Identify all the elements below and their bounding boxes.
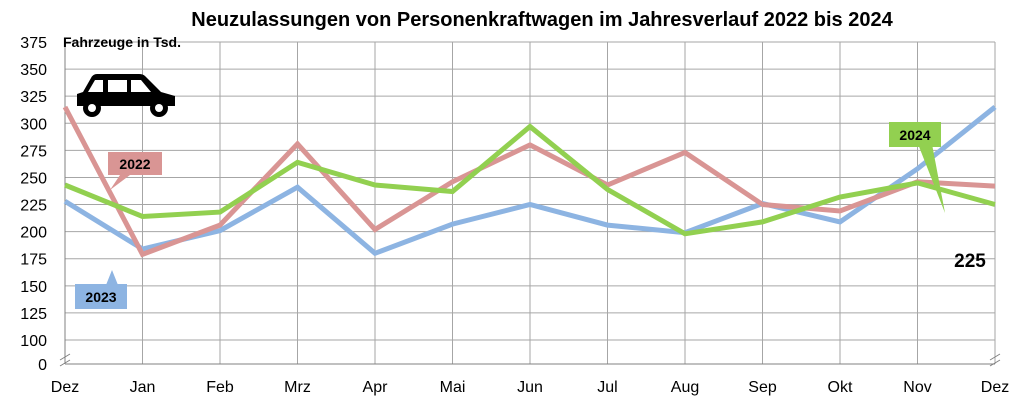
y-tick-label: 175 xyxy=(20,252,47,269)
series-lines xyxy=(62,105,997,258)
x-tick-label: Mrz xyxy=(284,379,311,396)
x-tick-label: Dez xyxy=(981,379,1009,396)
series-line-2023 xyxy=(62,105,996,258)
chart-title: Neuzulassungen von Personenkraftwagen im… xyxy=(191,9,893,31)
x-tick-label: Nov xyxy=(903,379,931,396)
callout-box-2022 xyxy=(75,284,127,309)
callout-box-2024 xyxy=(889,122,941,147)
callout-pointer-2022 xyxy=(106,270,118,285)
series-line-2022 xyxy=(63,105,997,257)
callout-pointer-2024 xyxy=(918,144,945,213)
callout-label-2023: 2022 xyxy=(119,156,150,172)
series-line-2024 xyxy=(64,123,996,237)
x-axis-ticks: Dez Jan Feb Mrz Apr Mai Jun Jul Aug Sep Okt Nov Dez xyxy=(51,379,1009,396)
x-tick-label: Feb xyxy=(206,379,234,396)
legend-callout-2023: 2022 xyxy=(108,152,162,190)
y-axis-ticks: 0 100 125 150 175 200 225 250 275 300 325 350 375 xyxy=(20,35,47,374)
x-tick-label: Dez xyxy=(51,379,79,396)
right-axis-break xyxy=(989,353,1001,367)
y-tick-label: 200 xyxy=(20,225,47,242)
x-tick-label: Jun xyxy=(517,379,543,396)
x-tick-label: Aug xyxy=(671,379,699,396)
y-tick-label: 275 xyxy=(20,143,47,160)
y-tick-label: 225 xyxy=(20,198,47,215)
callout-label-2022: 2023 xyxy=(85,289,116,305)
legend-callout-2024: 2024 xyxy=(889,122,945,213)
y-axis-unit: Fahrzeuge in Tsd. xyxy=(63,34,181,50)
x-tick-label: Jul xyxy=(597,379,617,396)
x-tick-label: Jan xyxy=(130,379,156,396)
callout-box-2023 xyxy=(108,152,162,175)
x-tick-label: Okt xyxy=(828,379,853,396)
x-tick-label: Apr xyxy=(363,379,389,396)
y-axis-break xyxy=(59,353,71,367)
y-tick-label: 350 xyxy=(20,62,47,79)
y-tick-label: 250 xyxy=(20,170,47,187)
y-tick-label: 125 xyxy=(20,306,47,323)
last-value-label: 225 xyxy=(954,251,986,272)
legend-callout-2022: 2023 xyxy=(75,270,127,309)
x-tick-label: Sep xyxy=(748,379,777,396)
y-tick-label: 100 xyxy=(20,333,47,350)
car-icon xyxy=(77,74,175,117)
callout-pointer-2023 xyxy=(110,172,134,190)
callout-label-2024: 2024 xyxy=(899,127,930,143)
y-tick-label: 300 xyxy=(20,116,47,133)
y-tick-label: 150 xyxy=(20,279,47,296)
y-tick-label: 0 xyxy=(38,357,47,374)
y-tick-label: 375 xyxy=(20,35,47,52)
x-tick-label: Mai xyxy=(440,379,466,396)
y-tick-label: 325 xyxy=(20,89,47,106)
